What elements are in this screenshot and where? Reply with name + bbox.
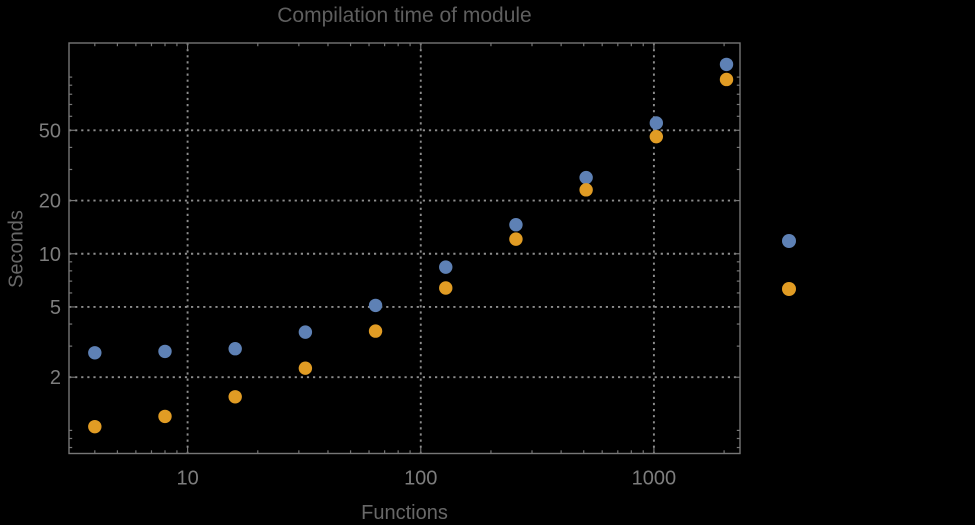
x-tick-label: 1000 — [632, 468, 677, 490]
data-point-orange-series — [509, 232, 523, 246]
data-point-orange-series — [368, 324, 383, 338]
data-point-blue-series — [719, 57, 734, 72]
data-point-orange-series — [228, 390, 242, 404]
data-point-blue-series — [228, 342, 242, 356]
y-tick-label: 5 — [50, 297, 61, 319]
y-tick-label: 20 — [39, 191, 61, 213]
data-point-blue-series — [439, 260, 453, 274]
data-point-blue-series — [649, 116, 664, 130]
y-tick-label: 2 — [50, 367, 61, 389]
data-point-blue-series — [298, 325, 313, 339]
data-point-orange-series — [649, 129, 664, 144]
data-point-blue-series — [509, 218, 523, 232]
y-tick-label: 50 — [39, 120, 61, 142]
data-point-orange-series — [158, 409, 172, 424]
data-point-blue-series — [158, 344, 172, 359]
legend-marker-1 — [782, 234, 796, 248]
data-point-orange-series — [439, 281, 453, 295]
chart-title: Compilation time of module — [277, 4, 532, 27]
y-tick-label: 10 — [39, 244, 61, 266]
data-point-orange-series — [88, 419, 102, 434]
plot-frame — [68, 42, 741, 455]
y-axis-label: Seconds — [5, 210, 28, 288]
data-point-orange-series — [579, 183, 593, 197]
data-point-blue-series — [368, 298, 383, 313]
data-point-blue-series — [88, 346, 102, 360]
legend-marker-2 — [782, 282, 796, 296]
x-axis-label: Functions — [361, 502, 448, 524]
x-tick-label: 100 — [404, 468, 437, 490]
x-tick-label: 10 — [176, 468, 198, 490]
data-point-orange-series — [298, 361, 313, 375]
data-point-blue-series — [579, 170, 593, 185]
data-point-orange-series — [719, 72, 734, 87]
